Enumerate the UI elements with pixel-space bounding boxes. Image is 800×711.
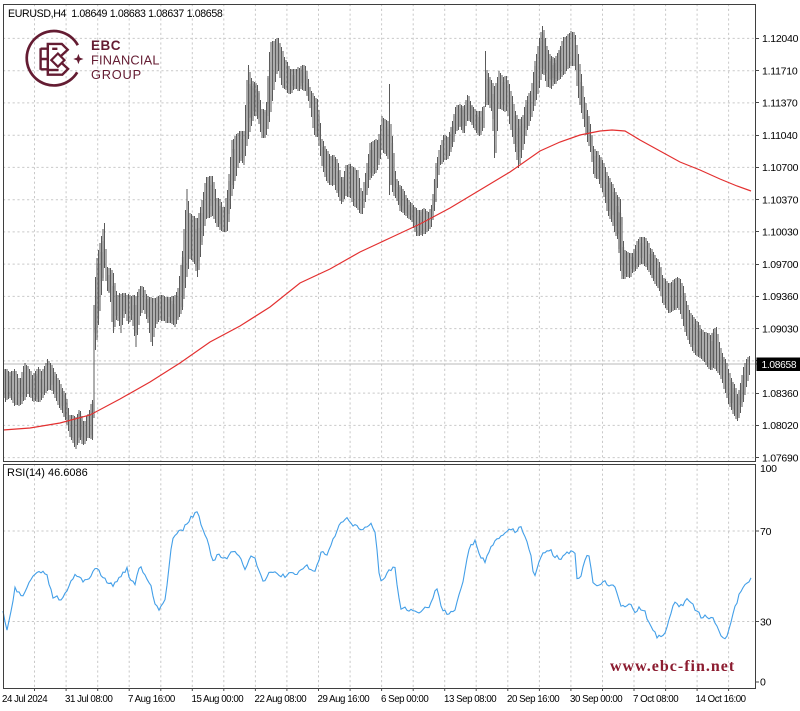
svg-text:FINANCIAL: FINANCIAL <box>91 53 160 68</box>
svg-text:www.ebc-fin.net: www.ebc-fin.net <box>610 658 735 675</box>
svg-text:1.08658: 1.08658 <box>762 360 797 371</box>
svg-text:EBC: EBC <box>91 38 121 53</box>
svg-text:30 Sep 00:00: 30 Sep 00:00 <box>570 694 623 705</box>
svg-text:1.09700: 1.09700 <box>762 259 799 271</box>
svg-text:1.11710: 1.11710 <box>762 66 798 78</box>
svg-text:RSI(14) 46.6086: RSI(14) 46.6086 <box>7 467 88 479</box>
svg-text:1.11370: 1.11370 <box>762 98 798 110</box>
svg-text:1.11040: 1.11040 <box>762 130 798 142</box>
svg-text:100: 100 <box>760 463 777 475</box>
svg-text:1.12040: 1.12040 <box>762 33 799 45</box>
svg-text:1.09030: 1.09030 <box>762 323 799 335</box>
svg-text:6 Sep 00:00: 6 Sep 00:00 <box>381 694 429 705</box>
svg-text:29 Aug 16:00: 29 Aug 16:00 <box>318 694 371 705</box>
svg-text:EURUSD,H4 1.08649 1.08683 1.0: EURUSD,H4 1.08649 1.08683 1.08637 1.0865… <box>8 8 223 20</box>
svg-text:20 Sep 16:00: 20 Sep 16:00 <box>507 694 560 705</box>
svg-text:22 Aug 08:00: 22 Aug 08:00 <box>255 694 308 705</box>
svg-text:1.08360: 1.08360 <box>762 388 799 400</box>
svg-text:14 Oct 16:00: 14 Oct 16:00 <box>696 694 747 705</box>
svg-text:1.10030: 1.10030 <box>762 227 799 239</box>
svg-text:1.10370: 1.10370 <box>762 195 799 207</box>
svg-text:1.09360: 1.09360 <box>762 291 799 303</box>
svg-text:GROUP: GROUP <box>91 67 142 82</box>
svg-text:7 Oct 08:00: 7 Oct 08:00 <box>633 694 679 705</box>
svg-text:1.07690: 1.07690 <box>762 452 799 464</box>
svg-text:7 Aug 16:00: 7 Aug 16:00 <box>128 694 176 705</box>
svg-text:1.10700: 1.10700 <box>762 162 799 174</box>
svg-text:31 Jul 08:00: 31 Jul 08:00 <box>65 694 113 705</box>
svg-text:24 Jul 2024: 24 Jul 2024 <box>2 694 48 705</box>
svg-text:0: 0 <box>760 677 766 689</box>
svg-text:70: 70 <box>760 526 772 538</box>
svg-text:15 Aug 00:00: 15 Aug 00:00 <box>192 694 245 705</box>
svg-text:30: 30 <box>760 617 772 629</box>
svg-text:13 Sep 08:00: 13 Sep 08:00 <box>444 694 497 705</box>
svg-text:1.08020: 1.08020 <box>762 420 799 432</box>
